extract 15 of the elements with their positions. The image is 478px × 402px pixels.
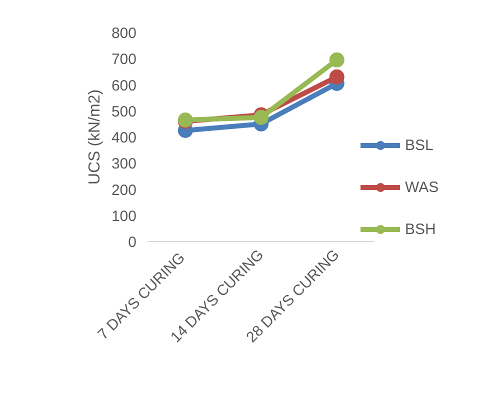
y-tick-label: 200 xyxy=(111,182,137,199)
y-tick-label: 800 xyxy=(111,25,137,42)
legend-label: WAS xyxy=(405,178,439,196)
y-axis-title: UCS (kN/m2) xyxy=(86,89,104,185)
y-tick-label: 500 xyxy=(111,103,137,120)
y-tick-label: 100 xyxy=(111,208,137,225)
point xyxy=(329,69,344,84)
y-tick-label: 300 xyxy=(111,156,137,173)
y-tick-label: 400 xyxy=(111,130,137,146)
point xyxy=(329,52,344,68)
y-tick-label: 700 xyxy=(111,51,137,68)
legend-label: BSH xyxy=(405,220,436,238)
y-tick-label: 0 xyxy=(128,234,136,251)
y-tick-label: 600 xyxy=(111,77,137,94)
legend-label: BSL xyxy=(405,136,434,154)
